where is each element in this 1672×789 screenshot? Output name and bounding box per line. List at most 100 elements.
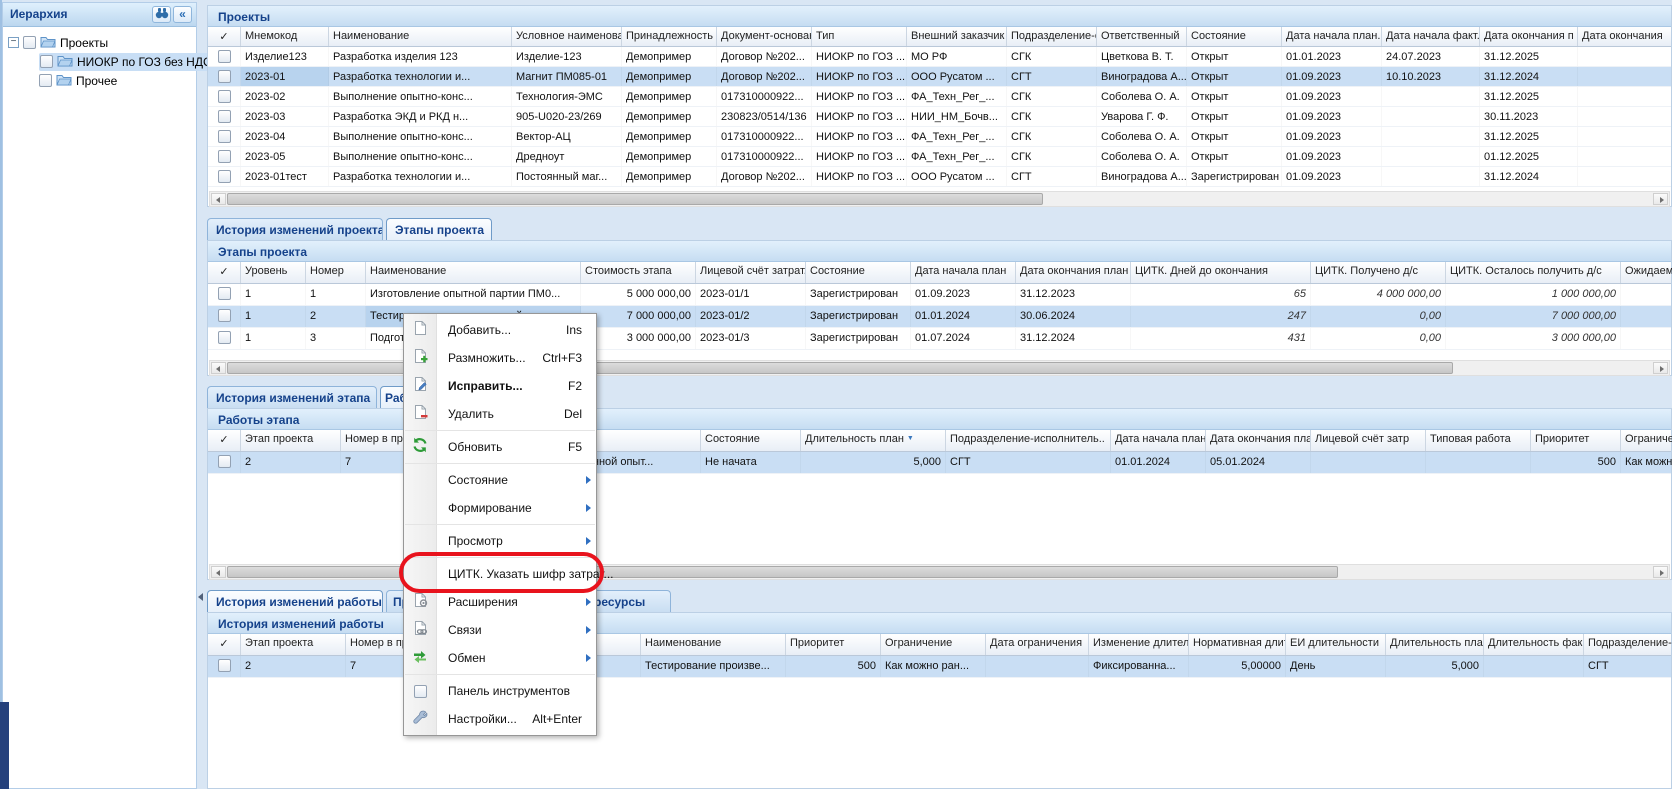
row-checkbox-cell[interactable] xyxy=(208,47,241,66)
table-cell[interactable]: Изделие123 xyxy=(241,47,329,66)
column-header[interactable]: Типовая работа xyxy=(1426,430,1531,451)
table-row[interactable]: 2023-05 Выполнение опытно-конс... Дредноут… xyxy=(208,147,1671,167)
column-header[interactable]: Этап проекта xyxy=(241,634,346,655)
table-cell[interactable]: Зарегистрирован xyxy=(806,328,911,349)
column-header[interactable]: Состояние xyxy=(806,262,911,283)
table-cell[interactable]: 01.09.2023 xyxy=(1282,167,1382,186)
table-cell[interactable] xyxy=(1621,284,1672,305)
row-checkbox[interactable] xyxy=(217,90,231,103)
table-cell[interactable] xyxy=(1382,167,1480,186)
scroll-right-arrow[interactable] xyxy=(1653,193,1668,205)
tab-Этапы проекта[interactable]: Этапы проекта xyxy=(386,218,492,240)
column-header[interactable]: Длительность пла xyxy=(1386,634,1484,655)
table-cell[interactable]: 017310000922... xyxy=(717,87,812,106)
table-cell[interactable]: Выполнение опытно-конс... xyxy=(329,87,512,106)
table-cell[interactable]: Изделие-123 xyxy=(512,47,622,66)
row-checkbox[interactable] xyxy=(217,309,231,322)
table-cell[interactable]: 2023-04 xyxy=(241,127,329,146)
table-cell[interactable] xyxy=(1578,127,1672,146)
table-cell[interactable]: Зарегистрирован xyxy=(806,306,911,327)
table-cell[interactable] xyxy=(1382,87,1480,106)
column-header[interactable]: Подразделение-исполнитель.. xyxy=(946,430,1111,451)
column-header[interactable]: Тип xyxy=(812,27,907,46)
table-cell[interactable]: 2023-03 xyxy=(241,107,329,126)
scroll-right-arrow[interactable] xyxy=(1653,362,1668,374)
row-checkbox-cell[interactable] xyxy=(208,67,241,86)
table-row[interactable]: 2023-03 Разработка ЭКД и РКД н... 905-U020… xyxy=(208,107,1671,127)
row-checkbox-cell[interactable] xyxy=(208,328,241,349)
row-checkbox[interactable] xyxy=(217,170,231,183)
table-cell[interactable] xyxy=(1382,127,1480,146)
table-cell[interactable]: 01.09.2023 xyxy=(1282,107,1382,126)
table-cell[interactable]: Выполнение опытно-конс... xyxy=(329,147,512,166)
column-header[interactable]: Приоритет xyxy=(1531,430,1621,451)
table-cell[interactable]: 30.06.2024 xyxy=(1016,306,1131,327)
splitter-collapse-icon[interactable] xyxy=(198,593,203,601)
toolbar-checkbox[interactable] xyxy=(413,684,427,698)
table-cell[interactable]: 2023-01/1 xyxy=(696,284,806,305)
table-cell[interactable]: НИОКР по ГОЗ ... xyxy=(812,87,907,106)
table-row[interactable]: 2023-01тест Разработка технологии и... Пос… xyxy=(208,167,1671,187)
column-header[interactable]: Ответственный xyxy=(1097,27,1187,46)
table-cell[interactable]: 3 000 000,00 xyxy=(1446,328,1621,349)
collapse-sidebar-button[interactable]: « xyxy=(173,6,192,23)
column-header[interactable]: Состояние xyxy=(1187,27,1282,46)
scroll-left-arrow[interactable] xyxy=(211,193,226,205)
table-cell[interactable]: Уварова Г. Ф. xyxy=(1097,107,1187,126)
table-cell[interactable]: 431 xyxy=(1131,328,1311,349)
table-row[interactable]: Изделие123 Разработка изделия 123 Изделие-… xyxy=(208,47,1671,67)
table-cell[interactable]: Изготовление опытной партии ПМ0... xyxy=(366,284,581,305)
menu-item-обмен[interactable]: Обмен xyxy=(404,644,596,672)
table-cell[interactable]: Открыт xyxy=(1187,127,1282,146)
column-header[interactable]: Уровень xyxy=(241,262,306,283)
tree-expander-icon[interactable]: − xyxy=(8,37,19,48)
row-checkbox[interactable] xyxy=(217,70,231,83)
table-cell[interactable]: Соболева О. А. xyxy=(1097,87,1187,106)
row-checkbox[interactable] xyxy=(217,287,231,300)
table-cell[interactable]: 2023-05 xyxy=(241,147,329,166)
table-cell[interactable]: 2 xyxy=(306,306,366,327)
table-cell[interactable]: 7 000 000,00 xyxy=(581,306,696,327)
table-cell[interactable]: Открыт xyxy=(1187,107,1282,126)
column-header[interactable]: Дата окончания xyxy=(1578,27,1672,46)
row-checkbox-cell[interactable] xyxy=(208,656,241,677)
table-cell[interactable]: МО РФ xyxy=(907,47,1007,66)
menu-item-удалить[interactable]: Удалить Del xyxy=(404,400,596,428)
row-checkbox-cell[interactable] xyxy=(208,87,241,106)
table-cell[interactable]: СГК xyxy=(1007,107,1097,126)
table-cell[interactable]: Договор №202... xyxy=(717,167,812,186)
row-checkbox-cell[interactable] xyxy=(208,306,241,327)
table-cell[interactable]: 017310000922... xyxy=(717,147,812,166)
table-cell[interactable] xyxy=(1382,147,1480,166)
menu-item-добавить-[interactable]: Добавить... Ins xyxy=(404,316,596,344)
tree-checkbox[interactable] xyxy=(23,36,36,49)
tree-item[interactable]: − Проекты xyxy=(3,33,196,52)
horizontal-scrollbar[interactable] xyxy=(209,191,1670,207)
table-cell[interactable]: 500 xyxy=(786,656,881,677)
table-cell[interactable]: 1 xyxy=(241,306,306,327)
menu-item-расширения[interactable]: Расширения xyxy=(404,588,596,616)
table-cell[interactable]: Открыт xyxy=(1187,67,1282,86)
table-cell[interactable]: НИОКР по ГОЗ ... xyxy=(812,167,907,186)
table-cell[interactable]: 01.09.2023 xyxy=(1282,67,1382,86)
menu-item-обновить[interactable]: Обновить F5 xyxy=(404,433,596,461)
row-checkbox[interactable] xyxy=(217,331,231,344)
column-header[interactable]: Дата окончания п xyxy=(1480,27,1578,46)
table-cell[interactable]: 01.09.2023 xyxy=(1282,127,1382,146)
row-checkbox[interactable] xyxy=(217,130,231,143)
tree-item[interactable]: НИОКР по ГОЗ без НДС xyxy=(3,52,216,71)
table-cell[interactable]: 01.01.2023 xyxy=(1282,47,1382,66)
table-cell[interactable]: 0,00 xyxy=(1311,328,1446,349)
scrollbar-thumb[interactable] xyxy=(227,193,1043,205)
column-header[interactable]: Ожидаемый xyxy=(1621,262,1672,283)
table-cell[interactable]: Дредноут xyxy=(512,147,622,166)
table-cell[interactable]: 31.12.2024 xyxy=(1016,328,1131,349)
table-cell[interactable]: 31.12.2024 xyxy=(1480,67,1578,86)
table-cell[interactable] xyxy=(1578,87,1672,106)
tree-checkbox[interactable] xyxy=(40,55,53,68)
row-checkbox-cell[interactable] xyxy=(208,127,241,146)
column-header[interactable]: Дата начала план. xyxy=(1111,430,1206,451)
column-header[interactable]: Приоритет xyxy=(786,634,881,655)
column-header[interactable]: Подразделение-и xyxy=(1584,634,1672,655)
table-cell[interactable]: ФА_Техн_Рег_... xyxy=(907,147,1007,166)
